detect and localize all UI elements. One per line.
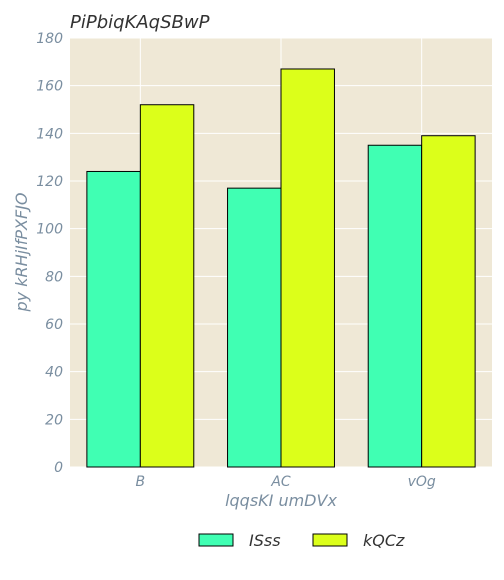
y-tick-label: 80	[45, 269, 63, 285]
y-tick-label: 180	[36, 31, 63, 47]
legend-swatch-ISss	[198, 533, 234, 547]
bar-kQCz-AC	[280, 68, 335, 468]
legend-swatch-kQCz	[312, 533, 348, 547]
chart-title: PiPbiqKAqSBwP	[70, 12, 210, 33]
bar-kQCz-B	[139, 104, 195, 468]
y-tick-label: 0	[54, 460, 63, 476]
y-tick-label: 60	[45, 317, 63, 333]
y-tick-label: 160	[36, 79, 63, 95]
y-axis-label: py kRHjIfPXFJO	[12, 192, 31, 312]
y-tick-label: 40	[45, 365, 63, 381]
bar-kQCz-vOg	[421, 135, 476, 468]
bar-ISss-B	[86, 170, 141, 468]
x-tick-label: B	[136, 474, 146, 490]
x-axis-label: lqqsKI umDVx	[225, 491, 337, 510]
bar-ISss-AC	[227, 187, 282, 468]
legend: ISss kQCz	[198, 531, 405, 550]
bars	[86, 68, 476, 468]
legend-label: ISss	[249, 531, 281, 550]
x-tick-label: AC	[270, 474, 291, 490]
legend-label: kQCz	[363, 531, 405, 550]
x-tick-label: vOg	[408, 474, 436, 490]
y-axis-ticks: 0 20 40 60 80 100 120 140 160 180	[36, 31, 63, 476]
y-tick-label: 20	[45, 412, 63, 428]
y-tick-label: 140	[36, 126, 63, 142]
y-tick-label: 100	[36, 222, 63, 238]
bar-ISss-vOg	[367, 144, 423, 468]
x-axis-ticks: B AC vOg	[136, 474, 436, 490]
y-tick-label: 120	[36, 174, 63, 190]
